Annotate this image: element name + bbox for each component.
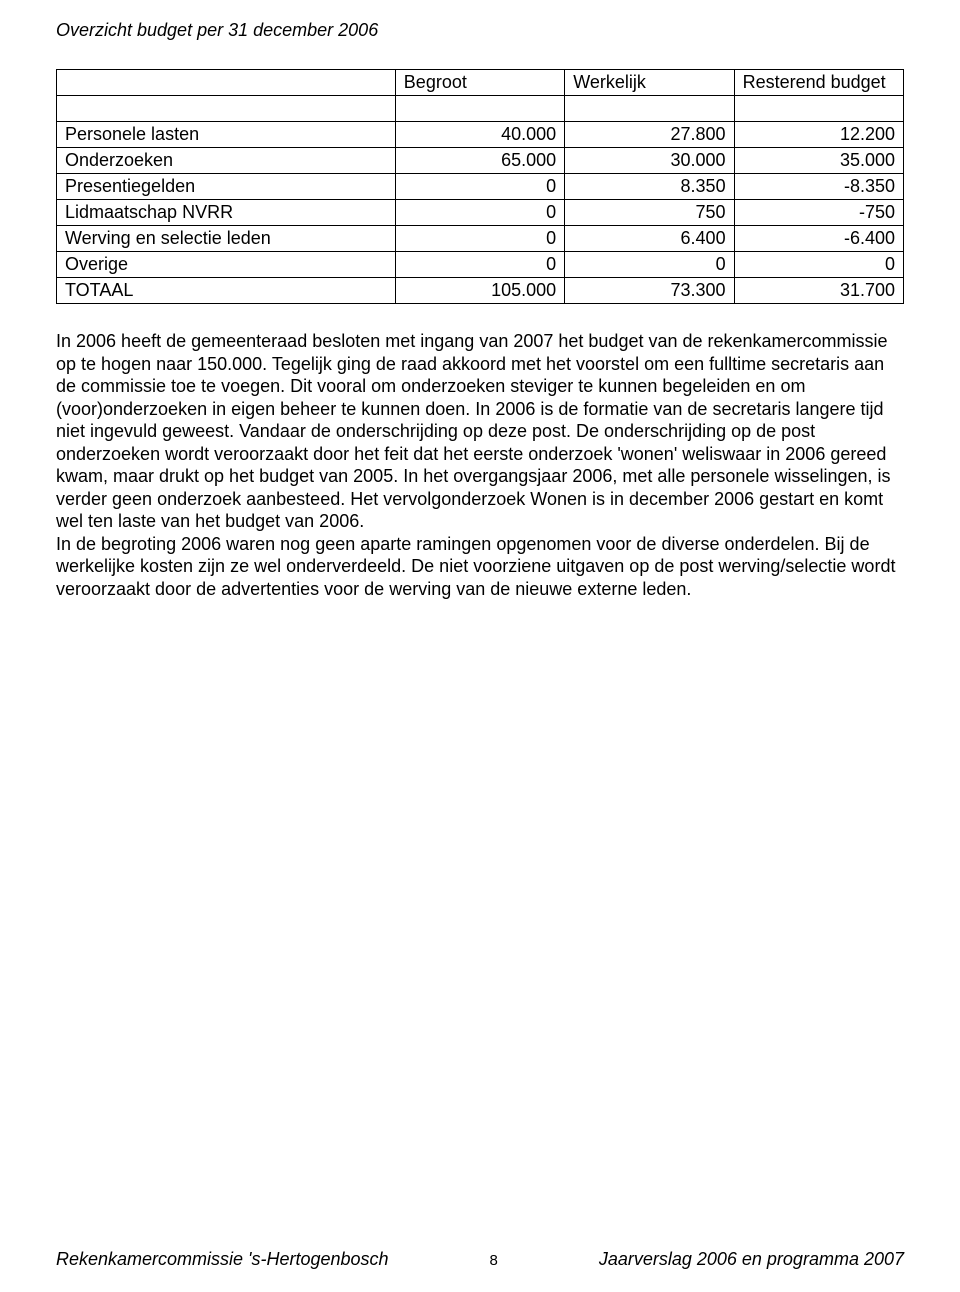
cell-value: -6.400 xyxy=(734,226,903,252)
footer-page-number: 8 xyxy=(490,1252,498,1269)
cell-value: 40.000 xyxy=(395,122,564,148)
cell-label: Personele lasten xyxy=(57,122,396,148)
cell-value: 30.000 xyxy=(565,148,734,174)
table-row: Personele lasten 40.000 27.800 12.200 xyxy=(57,122,904,148)
footer-left: Rekenkamercommissie 's-Hertogenbosch xyxy=(56,1249,389,1270)
col-begroot: Begroot xyxy=(395,70,564,96)
cell-value: 35.000 xyxy=(734,148,903,174)
cell-value: 73.300 xyxy=(565,278,734,304)
table-spacer-row xyxy=(57,96,904,122)
cell-value: 8.350 xyxy=(565,174,734,200)
col-resterend: Resterend budget xyxy=(734,70,903,96)
col-werkelijk: Werkelijk xyxy=(565,70,734,96)
table-row: Onderzoeken 65.000 30.000 35.000 xyxy=(57,148,904,174)
cell-value: 31.700 xyxy=(734,278,903,304)
cell-value: -750 xyxy=(734,200,903,226)
table-row: Lidmaatschap NVRR 0 750 -750 xyxy=(57,200,904,226)
cell-label: Werving en selectie leden xyxy=(57,226,396,252)
cell-value: 12.200 xyxy=(734,122,903,148)
cell-value: 65.000 xyxy=(395,148,564,174)
cell-label: Overige xyxy=(57,252,396,278)
page-footer: Rekenkamercommissie 's-Hertogenbosch 8 J… xyxy=(56,1249,904,1270)
footer-right: Jaarverslag 2006 en programma 2007 xyxy=(599,1249,904,1270)
table-header-row: Begroot Werkelijk Resterend budget xyxy=(57,70,904,96)
page-title: Overzicht budget per 31 december 2006 xyxy=(56,20,904,41)
cell-value: 0 xyxy=(734,252,903,278)
cell-value: 105.000 xyxy=(395,278,564,304)
table-row: Werving en selectie leden 0 6.400 -6.400 xyxy=(57,226,904,252)
table-row-total: TOTAAL 105.000 73.300 31.700 xyxy=(57,278,904,304)
cell-value: 750 xyxy=(565,200,734,226)
cell-label: Onderzoeken xyxy=(57,148,396,174)
cell-value: -8.350 xyxy=(734,174,903,200)
body-paragraph: In 2006 heeft de gemeenteraad besloten m… xyxy=(56,330,904,600)
cell-value: 0 xyxy=(395,174,564,200)
cell-value: 0 xyxy=(395,252,564,278)
cell-value: 6.400 xyxy=(565,226,734,252)
cell-label: TOTAAL xyxy=(57,278,396,304)
budget-table: Begroot Werkelijk Resterend budget Perso… xyxy=(56,69,904,304)
cell-value: 0 xyxy=(395,226,564,252)
table-row: Overige 0 0 0 xyxy=(57,252,904,278)
cell-value: 0 xyxy=(565,252,734,278)
cell-value: 27.800 xyxy=(565,122,734,148)
cell-label: Presentiegelden xyxy=(57,174,396,200)
col-label xyxy=(57,70,396,96)
cell-value: 0 xyxy=(395,200,564,226)
table-row: Presentiegelden 0 8.350 -8.350 xyxy=(57,174,904,200)
cell-label: Lidmaatschap NVRR xyxy=(57,200,396,226)
